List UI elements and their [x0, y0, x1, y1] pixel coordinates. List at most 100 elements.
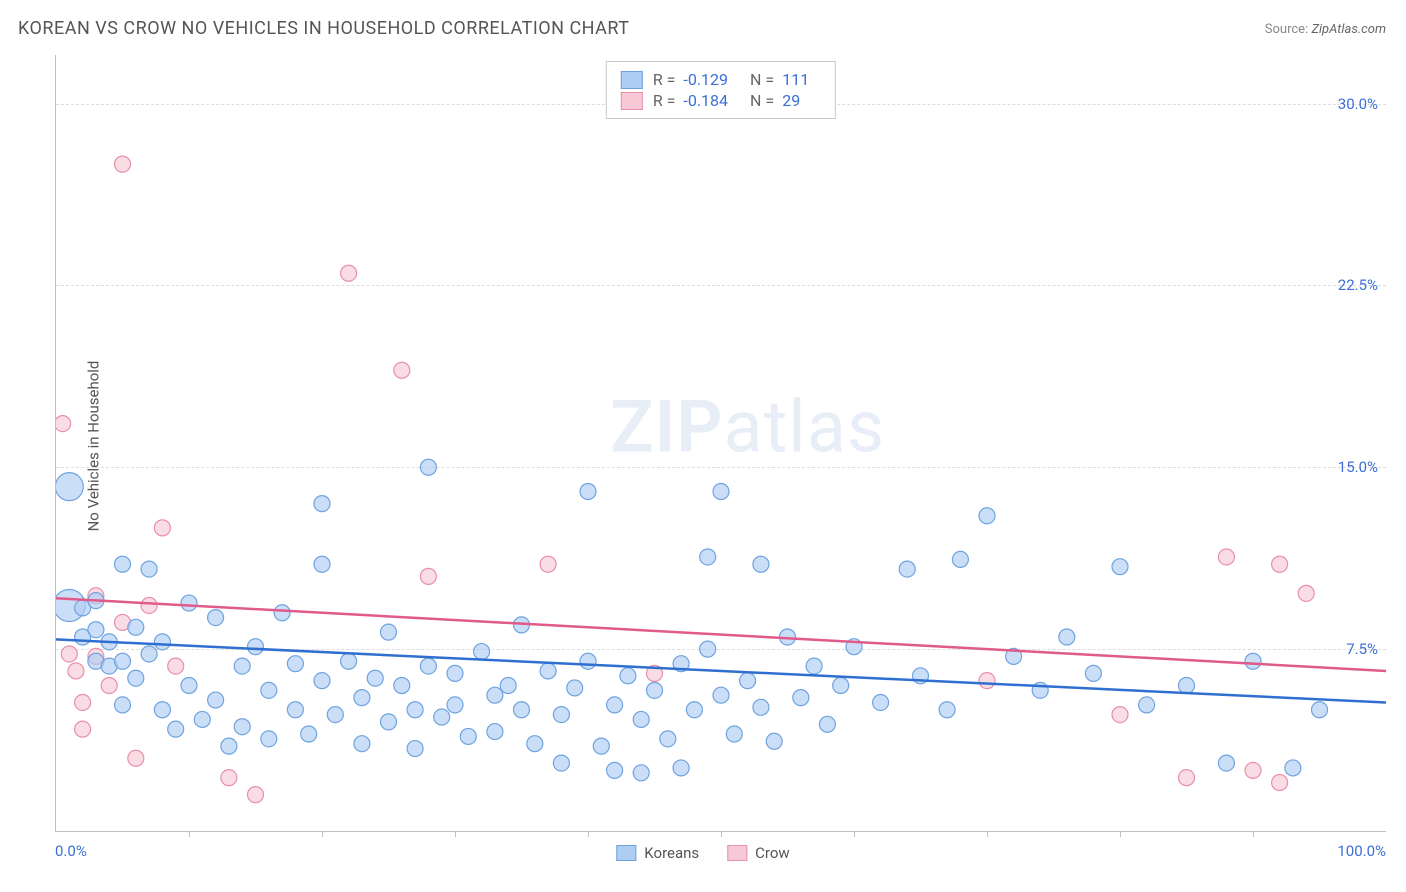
- scatter-point: [341, 265, 357, 281]
- legend-swatch-koreans-b: [616, 845, 636, 861]
- x-tick: [1120, 831, 1121, 837]
- legend-swatch-koreans: [621, 71, 643, 89]
- legend-swatch-crow: [621, 92, 643, 110]
- scatter-point: [713, 687, 729, 703]
- scatter-point: [221, 738, 237, 754]
- scatter-point: [56, 473, 83, 501]
- scatter-point: [115, 156, 131, 172]
- scatter-point: [500, 678, 516, 694]
- scatter-point: [553, 755, 569, 771]
- scatter-point: [899, 561, 915, 577]
- scatter-point: [128, 670, 144, 686]
- scatter-point: [979, 508, 995, 524]
- trend-line: [56, 598, 1386, 671]
- scatter-point: [726, 726, 742, 742]
- scatter-point: [194, 711, 210, 727]
- scatter-point: [274, 605, 290, 621]
- scatter-point: [141, 646, 157, 662]
- scatter-point: [407, 702, 423, 718]
- scatter-point: [181, 678, 197, 694]
- scatter-point: [115, 653, 131, 669]
- scatter-point: [314, 673, 330, 689]
- scatter-point: [806, 658, 822, 674]
- legend-r-label: R =: [653, 91, 676, 110]
- scatter-point: [540, 663, 556, 679]
- x-tick: [189, 831, 190, 837]
- scatter-point: [234, 658, 250, 674]
- scatter-point: [128, 750, 144, 766]
- legend-item-koreans: Koreans: [616, 844, 699, 862]
- legend-r-label: R =: [653, 70, 676, 89]
- scatter-point: [1059, 629, 1075, 645]
- scatter-point: [394, 362, 410, 378]
- scatter-point: [952, 551, 968, 567]
- x-tick: [854, 831, 855, 837]
- scatter-point: [394, 678, 410, 694]
- scatter-point: [154, 634, 170, 650]
- scatter-point: [819, 716, 835, 732]
- scatter-point: [301, 726, 317, 742]
- chart-title: KOREAN VS CROW NO VEHICLES IN HOUSEHOLD …: [18, 18, 630, 39]
- scatter-point: [141, 597, 157, 613]
- scatter-point: [514, 702, 530, 718]
- scatter-point: [115, 697, 131, 713]
- scatter-point: [420, 459, 436, 475]
- scatter-svg: [56, 55, 1386, 831]
- scatter-point: [88, 622, 104, 638]
- scatter-point: [700, 641, 716, 657]
- x-min-label: 0.0%: [55, 842, 87, 860]
- scatter-point: [354, 736, 370, 752]
- correlation-legend: R = -0.129 N = 111 R = -0.184 N = 29: [606, 61, 836, 119]
- scatter-point: [168, 658, 184, 674]
- scatter-point: [540, 556, 556, 572]
- scatter-point: [314, 496, 330, 512]
- source-label: Source:: [1265, 22, 1308, 37]
- scatter-point: [208, 610, 224, 626]
- scatter-point: [407, 741, 423, 757]
- scatter-point: [381, 714, 397, 730]
- scatter-point: [593, 738, 609, 754]
- scatter-point: [101, 678, 117, 694]
- scatter-point: [381, 624, 397, 640]
- scatter-point: [1245, 762, 1261, 778]
- scatter-point: [287, 656, 303, 672]
- scatter-point: [1245, 653, 1261, 669]
- source-value: ZipAtlas.com: [1311, 22, 1386, 37]
- scatter-point: [261, 731, 277, 747]
- scatter-point: [620, 668, 636, 684]
- scatter-point: [873, 694, 889, 710]
- scatter-point: [208, 692, 224, 708]
- scatter-point: [647, 682, 663, 698]
- scatter-point: [75, 721, 91, 737]
- scatter-point: [1298, 585, 1314, 601]
- scatter-point: [341, 653, 357, 669]
- scatter-point: [154, 520, 170, 536]
- legend-n-crow: 29: [782, 91, 800, 110]
- scatter-point: [607, 697, 623, 713]
- plot-area: ZIPatlas R = -0.129 N = 111 R = -0.184 N…: [55, 55, 1386, 832]
- scatter-point: [168, 721, 184, 737]
- scatter-point: [1112, 559, 1128, 575]
- scatter-point: [487, 687, 503, 703]
- legend-label-koreans: Koreans: [644, 844, 699, 862]
- scatter-point: [1312, 702, 1328, 718]
- scatter-point: [673, 760, 689, 776]
- scatter-point: [128, 619, 144, 635]
- scatter-point: [580, 653, 596, 669]
- scatter-point: [314, 556, 330, 572]
- scatter-point: [141, 561, 157, 577]
- scatter-point: [740, 673, 756, 689]
- scatter-point: [487, 724, 503, 740]
- scatter-point: [68, 663, 84, 679]
- scatter-point: [367, 670, 383, 686]
- scatter-point: [154, 702, 170, 718]
- scatter-point: [75, 694, 91, 710]
- scatter-point: [447, 697, 463, 713]
- legend-n-label: N =: [750, 70, 774, 89]
- scatter-point: [56, 416, 71, 432]
- scatter-point: [1085, 665, 1101, 681]
- scatter-point: [833, 678, 849, 694]
- legend-label-crow: Crow: [755, 844, 790, 862]
- scatter-point: [248, 787, 264, 803]
- scatter-point: [753, 556, 769, 572]
